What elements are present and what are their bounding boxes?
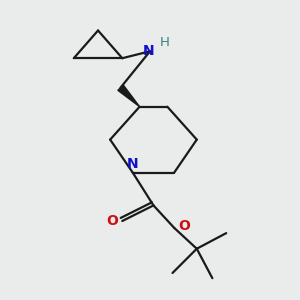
- Text: N: N: [127, 157, 139, 171]
- Text: N: N: [142, 44, 154, 58]
- Text: H: H: [160, 36, 170, 49]
- Polygon shape: [118, 85, 140, 107]
- Text: O: O: [178, 219, 190, 233]
- Text: O: O: [106, 214, 118, 228]
